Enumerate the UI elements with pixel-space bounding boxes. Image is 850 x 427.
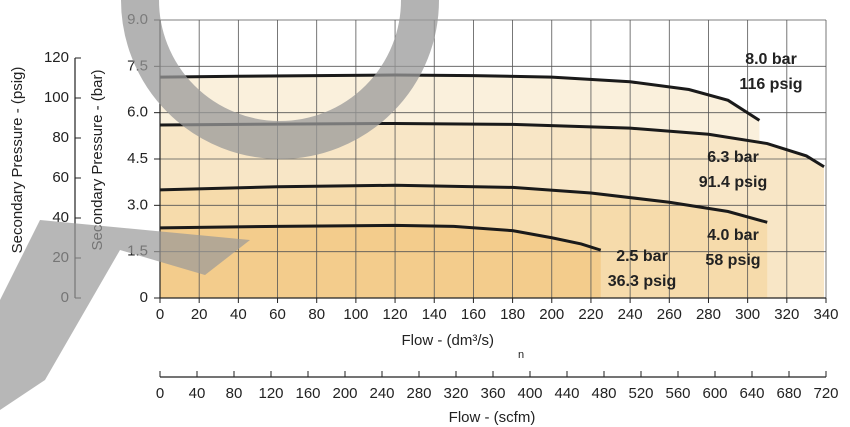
x2-tick-label: 680 <box>776 385 801 402</box>
y2-axis-title: Secondary Pressure - (psig) <box>9 67 26 254</box>
curve <box>159 73 761 122</box>
x2-tick-label: 160 <box>295 385 320 402</box>
y-tick-label: 4.5 <box>127 150 148 167</box>
x2-tick-label: 560 <box>665 385 690 402</box>
curve-label-psig: 116 psig <box>739 76 802 93</box>
y-tick-label: 0 <box>140 289 148 306</box>
y2-tick-label: 120 <box>44 49 69 66</box>
x2-tick-label: 0 <box>156 385 164 402</box>
x-tick-label: 280 <box>696 306 721 323</box>
x2-tick-label: 480 <box>591 385 616 402</box>
x-tick-label: 300 <box>735 306 760 323</box>
x-axis-title-sub: n <box>518 349 524 361</box>
x2-tick-label: 600 <box>702 385 727 402</box>
x-tick-label: 20 <box>191 306 208 323</box>
area-fill <box>160 225 601 298</box>
curve-label: 4.0 bar <box>707 227 759 244</box>
x-tick-label: 100 <box>343 306 368 323</box>
y-tick-label: 6.0 <box>127 104 148 121</box>
x-axis-title: Flow - (dm³/s) <box>402 332 495 349</box>
curve <box>159 223 602 252</box>
x-tick-label: 140 <box>422 306 447 323</box>
curve-label: 8.0 bar <box>745 51 797 68</box>
y2-tick-label: 100 <box>44 89 69 106</box>
curve <box>159 183 768 224</box>
curve-label: 2.5 bar <box>616 248 668 265</box>
x2-tick-label: 80 <box>226 385 243 402</box>
x2-tick-label: 280 <box>406 385 431 402</box>
x2-tick-label: 720 <box>813 385 838 402</box>
x-tick-label: 80 <box>308 306 325 323</box>
y2-tick-label: 60 <box>52 169 69 186</box>
watermark-ring <box>121 0 439 159</box>
x2-tick-label: 640 <box>739 385 764 402</box>
x2-tick-label: 200 <box>332 385 357 402</box>
x2-tick-label: 240 <box>369 385 394 402</box>
x2-tick-label: 320 <box>443 385 468 402</box>
y2-tick-label: 80 <box>52 129 69 146</box>
curve-label: 6.3 bar <box>707 149 759 166</box>
x-tick-label: 160 <box>461 306 486 323</box>
x-tick-label: 200 <box>539 306 564 323</box>
x2-tick-label: 400 <box>517 385 542 402</box>
x-tick-label: 0 <box>156 306 164 323</box>
x-tick-label: 40 <box>230 306 247 323</box>
curve-label-psig: 36.3 psig <box>608 273 676 290</box>
x-tick-label: 240 <box>618 306 643 323</box>
x2-tick-label: 440 <box>554 385 579 402</box>
x-tick-label: 60 <box>269 306 286 323</box>
x2-tick-label: 120 <box>258 385 283 402</box>
y-tick-label: 3.0 <box>127 196 148 213</box>
watermark-slash <box>0 220 250 410</box>
x2-axis-title: Flow - (scfm) <box>449 409 536 426</box>
x-tick-label: 180 <box>500 306 525 323</box>
x2-tick-label: 360 <box>480 385 505 402</box>
x-tick-label: 340 <box>813 306 838 323</box>
x-tick-label: 120 <box>383 306 408 323</box>
x2-tick-label: 520 <box>628 385 653 402</box>
curve-label-psig: 58 psig <box>705 252 760 269</box>
x-tick-label: 260 <box>657 306 682 323</box>
x2-tick-label: 40 <box>189 385 206 402</box>
x-tick-label: 220 <box>578 306 603 323</box>
x-tick-label: 320 <box>774 306 799 323</box>
curve-label-psig: 91.4 psig <box>699 174 767 191</box>
y-axis-title: Secondary Pressure - (bar) <box>89 70 106 251</box>
